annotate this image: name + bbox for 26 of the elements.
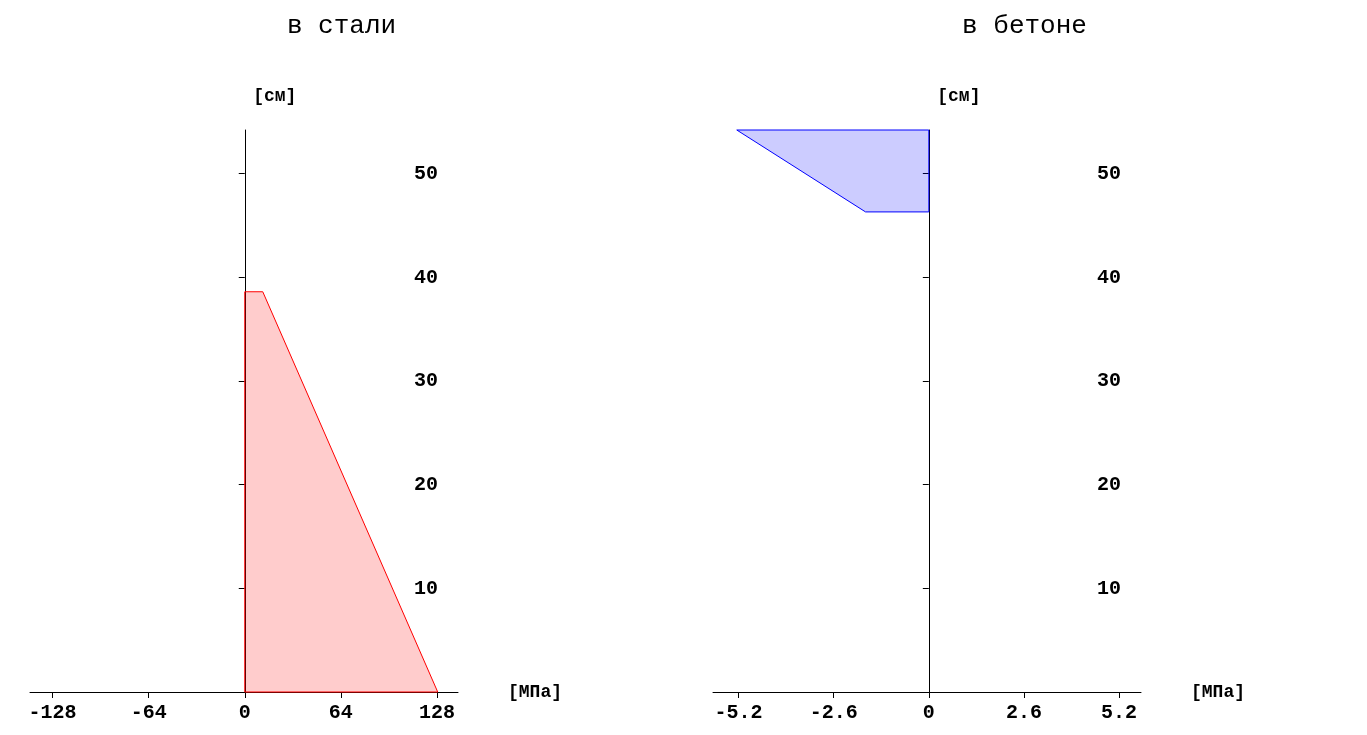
y-tick-label: 30 [1096,369,1121,393]
y-tick-label: 20 [413,473,438,497]
x-tick-label: 2.6 [1005,700,1042,724]
x-tick-label: -5.2 [714,700,763,724]
x-axis-title: [МПа] [508,682,563,702]
y-tick-label: 10 [413,576,438,600]
y-axis-title: [см] [253,86,297,106]
x-tick-label: 5.2 [1101,700,1138,724]
y-tick-label: 40 [1096,265,1121,289]
y-tick-label: 50 [413,162,438,186]
x-tick-label: -128 [28,700,77,724]
x-tick-label: 0 [238,700,251,724]
y-tick-label: 20 [1096,473,1121,497]
chart-title: в стали [286,11,397,41]
x-tick-label: 128 [418,700,455,724]
x-tick-label: 64 [328,700,353,724]
chart-title: в бетоне [962,11,1087,41]
y-axis-title: [см] [937,86,981,106]
x-tick-label: -2.6 [809,700,858,724]
x-tick-label: 0 [922,700,935,724]
x-axis-title: [МПа] [1191,682,1246,702]
x-tick-label: -64 [130,700,167,724]
y-tick-label: 50 [1096,162,1121,186]
y-tick-label: 30 [413,369,438,393]
y-tick-label: 10 [1096,576,1121,600]
y-tick-label: 40 [413,265,438,289]
